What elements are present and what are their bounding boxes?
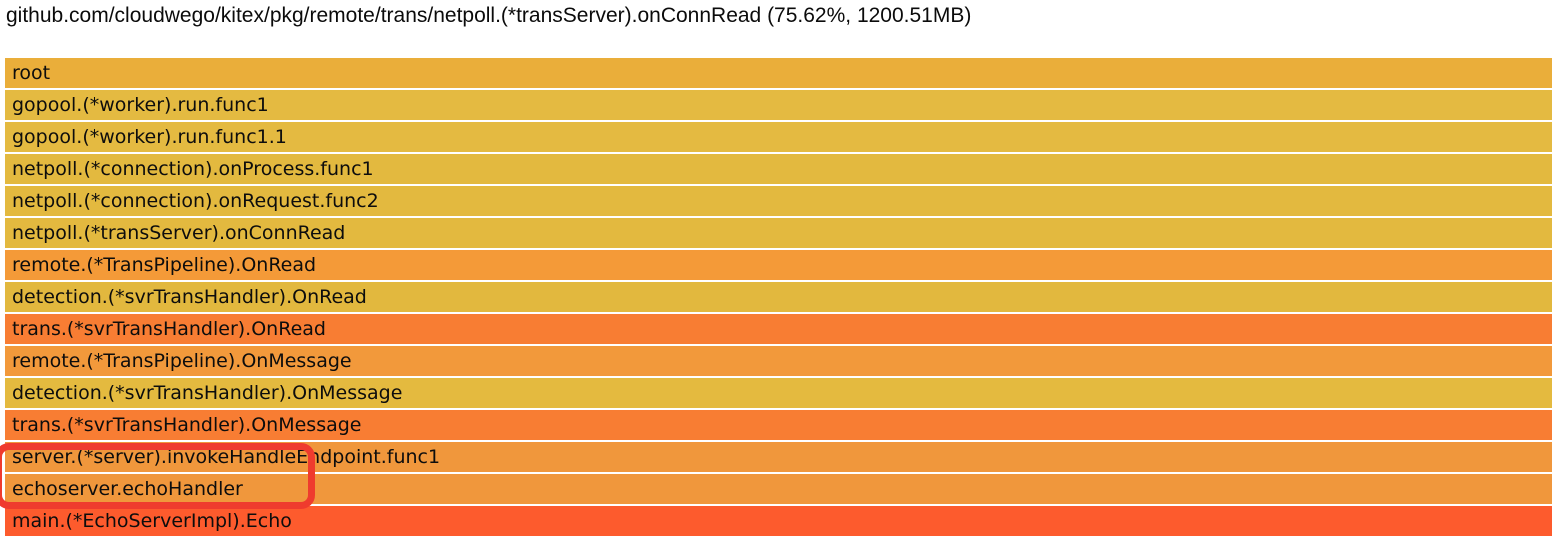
page-title: github.com/cloudwego/kitex/pkg/remote/tr… — [6, 4, 972, 27]
flame-frame[interactable]: netpoll.(*transServer).onConnRead — [5, 218, 1552, 248]
flame-frame-label: detection.(*svrTransHandler).OnRead — [12, 286, 367, 308]
flame-frame[interactable]: detection.(*svrTransHandler).OnRead — [5, 282, 1552, 312]
flame-frame-label: remote.(*TransPipeline).OnMessage — [12, 350, 352, 372]
flame-frame-label: trans.(*svrTransHandler).OnMessage — [12, 414, 362, 436]
flame-frame-label: netpoll.(*transServer).onConnRead — [12, 222, 346, 244]
flame-frame[interactable]: remote.(*TransPipeline).OnMessage — [5, 346, 1552, 376]
flame-frame-label: remote.(*TransPipeline).OnRead — [12, 254, 317, 276]
flame-frame[interactable]: gopool.(*worker).run.func1 — [5, 90, 1552, 120]
flame-frame-label: root — [12, 62, 51, 84]
flame-frame-label: echoserver.echoHandler — [12, 478, 243, 500]
flame-frame-label: netpoll.(*connection).onProcess.func1 — [12, 158, 374, 180]
flame-frame[interactable]: netpoll.(*connection).onProcess.func1 — [5, 154, 1552, 184]
flame-frame[interactable]: netpoll.(*connection).onRequest.func2 — [5, 186, 1552, 216]
flame-frame-label: gopool.(*worker).run.func1.1 — [12, 126, 287, 148]
flame-frame-label: main.(*EchoServerImpl).Echo — [12, 510, 292, 532]
flame-frame-label: trans.(*svrTransHandler).OnRead — [12, 318, 326, 340]
flame-frame[interactable]: echoserver.echoHandler — [5, 474, 1552, 504]
flame-frame-label: netpoll.(*connection).onRequest.func2 — [12, 190, 379, 212]
flame-frame[interactable]: trans.(*svrTransHandler).OnMessage — [5, 410, 1552, 440]
flame-frame-label: server.(*server).invokeHandleEndpoint.fu… — [12, 446, 441, 468]
flame-frame[interactable]: main.(*EchoServerImpl).Echo — [5, 506, 1552, 536]
flame-frame-label: gopool.(*worker).run.func1 — [12, 94, 269, 116]
flame-frame[interactable]: root — [5, 58, 1552, 88]
flame-frame[interactable]: gopool.(*worker).run.func1.1 — [5, 122, 1552, 152]
flame-frame[interactable]: server.(*server).invokeHandleEndpoint.fu… — [5, 442, 1552, 472]
flame-frame[interactable]: detection.(*svrTransHandler).OnMessage — [5, 378, 1552, 408]
flame-frame[interactable]: remote.(*TransPipeline).OnRead — [5, 250, 1552, 280]
flamegraph: root gopool.(*worker).run.func1 gopool.(*w… — [5, 58, 1552, 538]
flame-frame-label: detection.(*svrTransHandler).OnMessage — [12, 382, 403, 404]
flame-frame[interactable]: trans.(*svrTransHandler).OnRead — [5, 314, 1552, 344]
